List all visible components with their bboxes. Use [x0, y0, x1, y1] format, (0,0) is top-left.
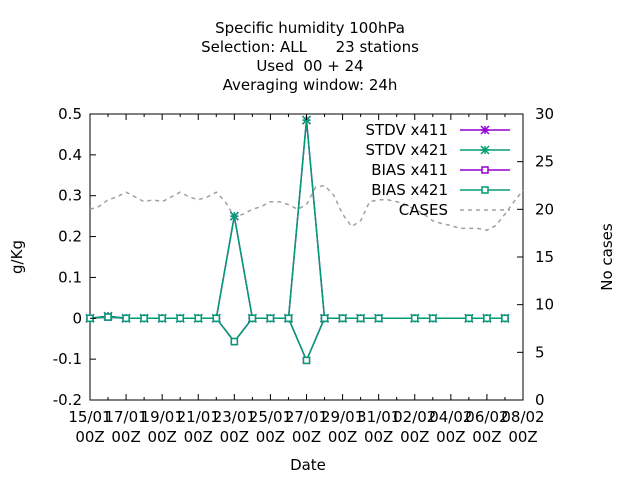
x-tick-hour: 00Z	[292, 428, 321, 446]
data-point	[122, 314, 130, 323]
data-point	[284, 314, 293, 323]
data-point	[229, 211, 239, 221]
x-tick-hour: 00Z	[436, 428, 465, 446]
y-tick-label: -0.1	[53, 350, 82, 368]
series-layer	[85, 115, 510, 365]
data-point	[266, 314, 275, 323]
data-point	[483, 314, 491, 323]
x-tick-hour: 00Z	[220, 428, 249, 446]
title-line-2: Selection: ALL 23 stations	[201, 38, 419, 56]
chart-title: Specific humidity 100hPa Selection: ALL …	[201, 19, 419, 94]
data-point	[230, 337, 239, 346]
title-line-4: Averaging window: 24h	[223, 76, 398, 94]
y2-axis-label: No cases	[598, 223, 616, 291]
title-line-1: Specific humidity 100hPa	[215, 19, 405, 37]
x-tick-date: 27/01	[285, 408, 328, 426]
x-tick-date: 02/02	[393, 408, 436, 426]
legend-marker	[480, 145, 490, 155]
x-tick-date: 21/01	[177, 408, 220, 426]
legend-label: BIAS x411	[371, 161, 448, 179]
x-tick-hour: 00Z	[75, 428, 104, 446]
x-tick-hour: 00Z	[256, 428, 285, 446]
axes-layer: -0.2 -0.1 0 0.1 0.2 0.3 0.4 0.5 0 5 10 15 20 25 30 15/0…	[53, 105, 554, 446]
y-tick-label: 0.1	[58, 268, 82, 286]
y2-tick-label: 25	[535, 153, 554, 171]
y-tick-label: 0.2	[58, 228, 82, 246]
y2-tick-label: 0	[535, 391, 545, 409]
data-point	[104, 313, 112, 321]
data-point	[248, 314, 257, 323]
data-point	[501, 314, 509, 323]
y2-tick-label: 30	[535, 105, 554, 123]
series-bias-x421	[86, 313, 509, 365]
x-tick-date: 17/01	[104, 408, 147, 426]
legend-label: STDV x421	[365, 141, 448, 159]
data-point	[212, 314, 221, 323]
x-tick-date: 08/02	[501, 408, 544, 426]
x-tick-date: 06/02	[465, 408, 508, 426]
y-tick-label: 0	[72, 309, 82, 327]
series-line	[89, 316, 505, 363]
legend-label: CASES	[399, 201, 448, 219]
data-point	[411, 314, 419, 323]
x-tick-date: 19/01	[141, 408, 184, 426]
x-tick-date: 29/01	[321, 408, 364, 426]
y2-tick-label: 10	[535, 296, 554, 314]
data-point	[194, 314, 202, 323]
y-tick-label: 0.3	[58, 187, 82, 205]
x-tick-date: 25/01	[249, 408, 292, 426]
x-tick-date: 31/01	[357, 408, 400, 426]
data-point	[356, 314, 365, 323]
x-tick-date: 04/02	[429, 408, 472, 426]
cases-line	[89, 184, 524, 232]
y-tick-label: 0.4	[58, 146, 82, 164]
x-tick-hour: 00Z	[184, 428, 213, 446]
legend-label: STDV x411	[365, 121, 448, 139]
x-axis-label: Date	[290, 456, 326, 474]
legend-marker	[480, 125, 490, 135]
title-line-3: Used 00 + 24	[256, 57, 363, 75]
cases-layer	[89, 184, 524, 232]
x-tick-hour: 00Z	[508, 428, 537, 446]
data-point	[429, 314, 437, 323]
data-point	[465, 314, 473, 323]
y2-tick-label: 20	[535, 200, 554, 218]
x-tick-hour: 00Z	[400, 428, 429, 446]
y-tick-label: -0.2	[53, 391, 82, 409]
legend: STDV x411 STDV x421 BIAS x411 BIAS x421 CASE…	[365, 121, 510, 219]
data-point	[320, 314, 329, 323]
x-tick-date: 23/01	[213, 408, 256, 426]
x-tick-hour: 00Z	[364, 428, 393, 446]
data-point	[338, 314, 347, 323]
y-axis-label: g/Kg	[8, 240, 26, 274]
data-point	[302, 356, 311, 365]
y-tick-label: 0.5	[58, 105, 82, 123]
legend-label: BIAS x421	[371, 181, 448, 199]
data-point	[140, 314, 148, 323]
data-point	[158, 314, 166, 323]
x-tick-hour: 00Z	[472, 428, 501, 446]
data-point	[176, 314, 184, 323]
x-tick-hour: 00Z	[111, 428, 140, 446]
legend-marker	[481, 186, 489, 194]
x-tick-hour: 00Z	[147, 428, 176, 446]
y2-tick-label: 5	[535, 343, 545, 361]
y2-tick-label: 15	[535, 248, 554, 266]
x-tick-hour: 00Z	[328, 428, 357, 446]
legend-marker	[481, 166, 489, 174]
data-point	[374, 314, 383, 323]
data-point	[301, 115, 312, 125]
x-tick-date: 15/01	[68, 408, 111, 426]
